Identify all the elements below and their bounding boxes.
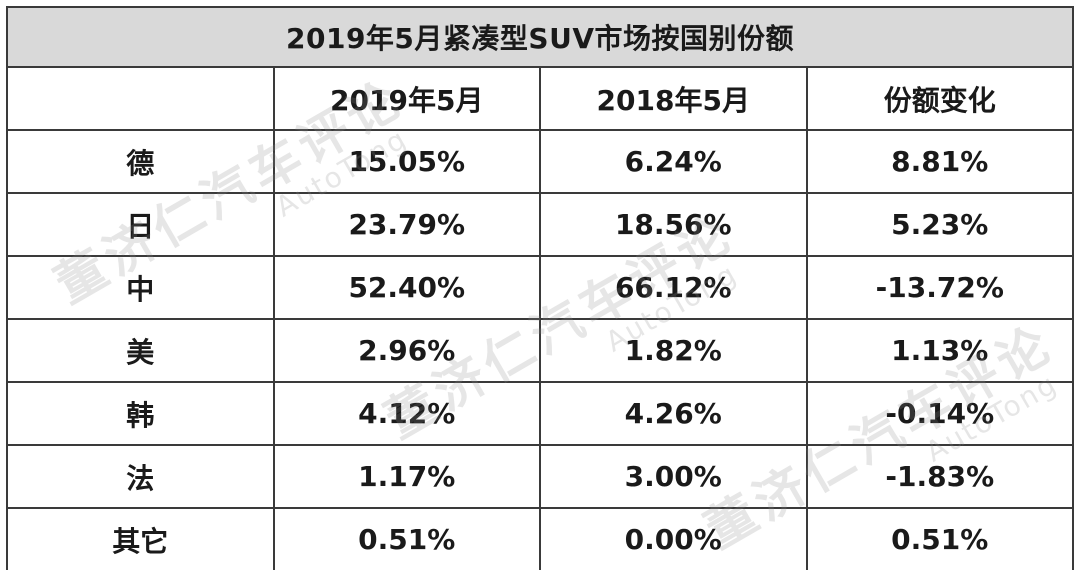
table-body: 德 15.05% 6.24% 8.81% 日 23.79% 18.56% 5.23% 中 52.4… <box>6 129 1074 570</box>
table-row: 韩 4.12% 4.26% -0.14% <box>6 381 1074 446</box>
table-row: 日 23.79% 18.56% 5.23% <box>6 192 1074 257</box>
value-share-change: -1.83% <box>805 444 1074 509</box>
table-row: 美 2.96% 1.82% 1.13% <box>6 318 1074 383</box>
value-share-change: 5.23% <box>805 192 1074 257</box>
header-2018-may: 2018年5月 <box>539 66 808 131</box>
value-2018-may: 66.12% <box>539 255 808 320</box>
header-row: 2019年5月 2018年5月 份额变化 <box>6 66 1074 131</box>
value-2018-may: 0.00% <box>539 507 808 570</box>
header-blank <box>6 66 275 131</box>
header-share-change: 份额变化 <box>805 66 1074 131</box>
row-label: 中 <box>6 255 275 320</box>
table-row: 中 52.40% 66.12% -13.72% <box>6 255 1074 320</box>
value-share-change: 8.81% <box>805 129 1074 194</box>
value-2018-may: 18.56% <box>539 192 808 257</box>
value-2019-may: 52.40% <box>272 255 541 320</box>
value-2018-may: 1.82% <box>539 318 808 383</box>
title-row: 2019年5月紧凑型SUV市场按国别份额 <box>6 6 1074 68</box>
value-2019-may: 0.51% <box>272 507 541 570</box>
value-2018-may: 4.26% <box>539 381 808 446</box>
header-2019-may: 2019年5月 <box>272 66 541 131</box>
table-title: 2019年5月紧凑型SUV市场按国别份额 <box>6 6 1074 68</box>
table-row: 法 1.17% 3.00% -1.83% <box>6 444 1074 509</box>
market-share-table: 2019年5月紧凑型SUV市场按国别份额 2019年5月 2018年5月 份额变… <box>6 6 1074 570</box>
value-share-change: -13.72% <box>805 255 1074 320</box>
value-2019-may: 2.96% <box>272 318 541 383</box>
row-label: 其它 <box>6 507 275 570</box>
row-label: 德 <box>6 129 275 194</box>
value-2018-may: 3.00% <box>539 444 808 509</box>
row-label: 美 <box>6 318 275 383</box>
value-2018-may: 6.24% <box>539 129 808 194</box>
row-label: 韩 <box>6 381 275 446</box>
table-row: 其它 0.51% 0.00% 0.51% <box>6 507 1074 570</box>
value-share-change: 1.13% <box>805 318 1074 383</box>
row-label: 法 <box>6 444 275 509</box>
value-2019-may: 1.17% <box>272 444 541 509</box>
table-row: 德 15.05% 6.24% 8.81% <box>6 129 1074 194</box>
value-2019-may: 23.79% <box>272 192 541 257</box>
value-share-change: 0.51% <box>805 507 1074 570</box>
value-2019-may: 15.05% <box>272 129 541 194</box>
value-share-change: -0.14% <box>805 381 1074 446</box>
row-label: 日 <box>6 192 275 257</box>
value-2019-may: 4.12% <box>272 381 541 446</box>
